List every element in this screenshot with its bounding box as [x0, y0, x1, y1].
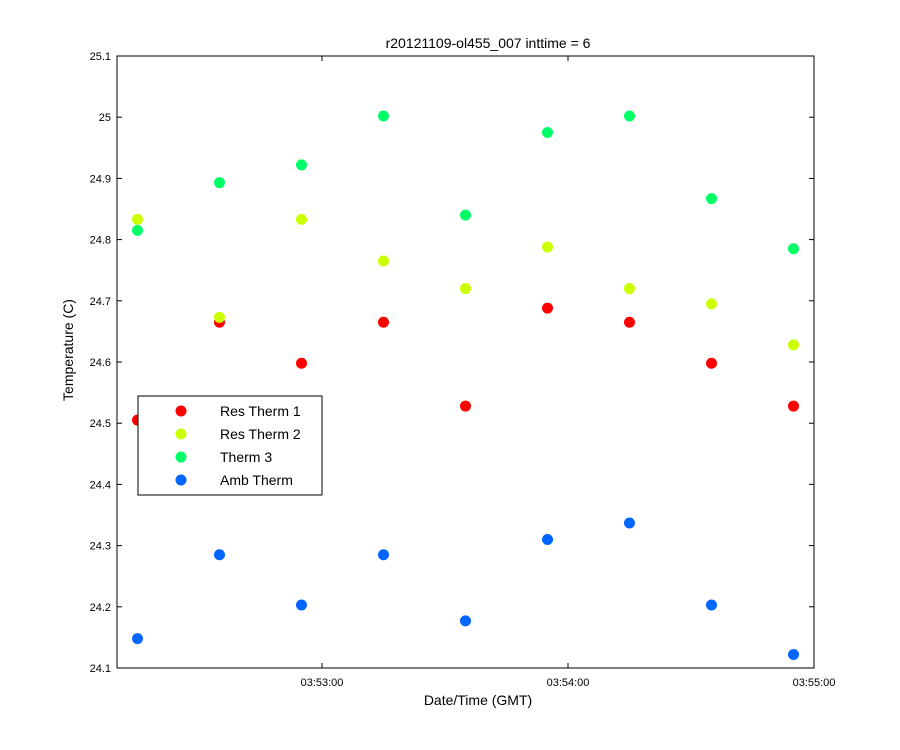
- legend-item: Res Therm 1: [175, 403, 301, 419]
- data-point: [706, 298, 717, 310]
- legend-item: Res Therm 2: [175, 426, 301, 442]
- series-therm-3: [132, 110, 799, 255]
- data-point: [788, 243, 799, 255]
- data-point: [542, 127, 553, 138]
- legend-label: Amb Therm: [220, 472, 293, 488]
- x-tick-label: 03:55:00: [793, 677, 836, 689]
- data-point: [378, 549, 389, 561]
- data-point: [542, 241, 553, 253]
- data-point: [296, 599, 307, 611]
- data-point: [788, 400, 799, 412]
- data-point: [706, 193, 717, 205]
- data-point: [624, 283, 635, 295]
- y-tick-label: 24.4: [90, 479, 111, 491]
- legend: Res Therm 1 Res Therm 2 Therm 3 Amb Therm: [137, 395, 323, 496]
- y-axis-label: Temperature (C): [60, 299, 76, 401]
- y-tick-label: 24.9: [90, 173, 111, 185]
- legend-marker: [175, 405, 187, 417]
- series-res-therm-1: [132, 302, 799, 426]
- legend-item: Therm 3: [175, 449, 272, 465]
- data-point: [706, 357, 717, 369]
- data-point: [788, 339, 799, 351]
- data-point: [296, 213, 307, 225]
- series-amb-therm: [132, 517, 799, 661]
- data-point: [460, 400, 471, 412]
- series-res-therm-2: [132, 213, 799, 351]
- y-tick-label: 24.5: [90, 418, 111, 430]
- data-point: [214, 549, 225, 561]
- data-point: [378, 110, 389, 122]
- data-point: [460, 283, 471, 295]
- x-tick-label: 03:54:00: [547, 677, 590, 689]
- data-point: [214, 177, 225, 189]
- data-point: [542, 533, 553, 545]
- data-point: [296, 357, 307, 369]
- x-axis-label: Date/Time (GMT): [424, 692, 532, 708]
- y-tick-label: 24.1: [90, 663, 111, 675]
- y-tick-label: 25.1: [90, 51, 111, 63]
- legend-marker: [175, 451, 187, 463]
- data-point: [378, 255, 389, 267]
- y-axis: 24.1 24.2 24.3 24.4 24.5 24.6 24.7 24.8 24.9 25 25…: [90, 51, 814, 675]
- legend-marker: [175, 428, 187, 440]
- plot-area: [116, 55, 815, 669]
- y-tick-label: 24.6: [90, 357, 111, 369]
- data-point: [624, 517, 635, 529]
- data-point: [378, 316, 389, 328]
- data-point: [132, 633, 143, 645]
- data-point: [624, 110, 635, 122]
- data-point: [460, 615, 471, 627]
- data-point: [624, 316, 635, 328]
- data-point: [214, 311, 225, 323]
- data-points: [132, 110, 799, 661]
- y-tick-label: 24.3: [90, 541, 111, 553]
- data-point: [542, 302, 553, 314]
- y-tick-label: 25: [99, 112, 111, 124]
- legend-marker: [175, 474, 187, 486]
- data-point: [296, 159, 307, 171]
- chart-title: r20121109-ol455_007 inttime = 6: [386, 35, 591, 51]
- y-tick-label: 24.8: [90, 235, 111, 247]
- legend-label: Therm 3: [220, 449, 272, 465]
- y-tick-label: 24.2: [90, 602, 111, 614]
- x-axis: 03:53:00 03:54:00 03:55:00: [301, 56, 836, 689]
- data-point: [132, 224, 143, 236]
- data-point: [132, 213, 143, 225]
- legend-label: Res Therm 2: [220, 426, 301, 442]
- x-tick-label: 03:53:00: [301, 677, 344, 689]
- data-point: [706, 599, 717, 611]
- legend-box: [137, 395, 323, 496]
- y-tick-label: 24.7: [90, 296, 111, 308]
- legend-label: Res Therm 1: [220, 403, 301, 419]
- data-point: [460, 209, 471, 221]
- legend-item: Amb Therm: [175, 472, 293, 488]
- data-point: [788, 649, 799, 661]
